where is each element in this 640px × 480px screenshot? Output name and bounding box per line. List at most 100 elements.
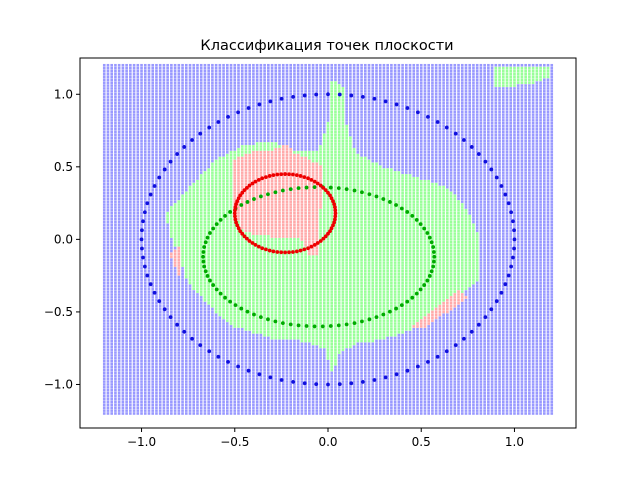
grid-point-middle bbox=[248, 290, 251, 293]
grid-point-outer bbox=[211, 127, 214, 131]
grid-point-outer bbox=[125, 330, 128, 334]
grid-point-outer bbox=[143, 307, 147, 311]
grid-point-outer bbox=[248, 397, 251, 401]
grid-point-outer bbox=[192, 151, 196, 154]
grid-point-outer bbox=[233, 362, 237, 366]
grid-point-outer bbox=[252, 345, 255, 349]
grid-point-outer bbox=[203, 371, 207, 375]
grid-point-outer bbox=[125, 136, 128, 140]
grid-point-outer bbox=[155, 330, 158, 334]
grid-point-outer bbox=[166, 235, 169, 238]
grid-point-middle bbox=[199, 174, 203, 177]
grid-point-outer bbox=[233, 394, 237, 398]
grid-point-outer bbox=[255, 333, 259, 337]
grid-point-outer bbox=[252, 142, 255, 145]
grid-point-middle bbox=[222, 284, 225, 288]
grid-point-outer bbox=[196, 365, 199, 369]
grid-point-outer bbox=[170, 284, 173, 288]
grid-point-middle bbox=[196, 290, 199, 293]
grid-point-outer bbox=[211, 316, 214, 320]
grid-point-middle bbox=[207, 194, 210, 198]
grid-point-outer bbox=[140, 267, 143, 270]
grid-point-outer bbox=[203, 400, 207, 404]
grid-point-outer bbox=[226, 101, 229, 105]
grid-point-middle bbox=[196, 238, 199, 241]
grid-point-outer bbox=[199, 87, 203, 90]
grid-point-outer bbox=[155, 174, 158, 177]
grid-point-middle bbox=[226, 252, 229, 256]
grid-point-outer bbox=[240, 380, 244, 383]
grid-point-middle bbox=[222, 220, 225, 224]
grid-point-outer bbox=[240, 371, 244, 375]
grid-point-middle bbox=[203, 206, 207, 209]
grid-point-middle bbox=[252, 304, 255, 308]
grid-point-outer bbox=[162, 348, 166, 351]
grid-point-inner bbox=[233, 159, 237, 163]
grid-point-outer bbox=[147, 232, 151, 235]
grid-point-outer bbox=[114, 409, 117, 412]
grid-point-outer bbox=[222, 409, 225, 412]
grid-point-outer bbox=[151, 281, 155, 285]
grid-point-outer bbox=[143, 177, 147, 180]
grid-point-outer bbox=[125, 197, 128, 201]
grid-point-outer bbox=[252, 101, 255, 105]
grid-point-outer bbox=[170, 182, 173, 186]
grid-point-middle bbox=[222, 269, 225, 273]
grid-point-outer bbox=[136, 124, 140, 128]
grid-point-middle bbox=[237, 267, 240, 270]
grid-point-outer bbox=[117, 182, 121, 186]
grid-point-outer bbox=[106, 377, 110, 380]
grid-point-outer bbox=[121, 267, 125, 270]
grid-point-inner bbox=[233, 168, 237, 172]
grid-point-outer bbox=[199, 403, 203, 407]
grid-point-outer bbox=[125, 113, 128, 116]
grid-point-middle bbox=[252, 148, 255, 151]
grid-point-outer bbox=[248, 69, 251, 73]
grid-point-outer bbox=[106, 397, 110, 401]
grid-point-outer bbox=[106, 95, 110, 99]
grid-point-outer bbox=[218, 386, 222, 389]
grid-point-outer bbox=[177, 136, 181, 140]
grid-point-outer bbox=[132, 345, 136, 349]
grid-point-middle bbox=[188, 211, 192, 215]
grid-point-outer bbox=[173, 119, 177, 122]
grid-point-outer bbox=[240, 336, 244, 340]
grid-point-outer bbox=[143, 139, 147, 143]
grid-point-outer bbox=[125, 328, 128, 331]
grid-point-outer bbox=[136, 249, 140, 253]
grid-point-outer bbox=[166, 333, 169, 337]
grid-point-outer bbox=[106, 72, 110, 76]
grid-point-outer bbox=[140, 197, 143, 201]
grid-point-outer bbox=[117, 296, 121, 299]
grid-point-outer bbox=[207, 391, 210, 395]
grid-point-outer bbox=[199, 359, 203, 363]
grid-point-outer bbox=[240, 87, 244, 90]
grid-point-outer bbox=[188, 84, 192, 87]
grid-point-outer bbox=[140, 287, 143, 291]
grid-point-middle bbox=[218, 249, 222, 253]
grid-point-outer bbox=[233, 72, 237, 76]
grid-point-outer bbox=[114, 142, 117, 145]
grid-point-outer bbox=[166, 124, 169, 128]
grid-point-outer bbox=[106, 357, 110, 360]
grid-point-outer bbox=[248, 81, 251, 84]
grid-point-outer bbox=[211, 72, 214, 76]
grid-point-outer bbox=[132, 342, 136, 346]
grid-point-outer bbox=[173, 104, 177, 108]
grid-point-outer bbox=[136, 383, 140, 386]
grid-point-outer bbox=[102, 162, 106, 166]
grid-point-outer bbox=[226, 90, 229, 93]
grid-point-middle bbox=[226, 171, 229, 174]
grid-point-outer bbox=[132, 206, 136, 209]
grid-point-middle bbox=[248, 272, 251, 276]
grid-point-outer bbox=[207, 325, 210, 328]
grid-point-outer bbox=[162, 200, 166, 203]
grid-point-inner bbox=[177, 267, 181, 270]
grid-point-outer bbox=[132, 75, 136, 79]
grid-point-outer bbox=[140, 299, 143, 302]
grid-point-outer bbox=[162, 124, 166, 128]
grid-point-outer bbox=[114, 354, 117, 357]
grid-point-outer bbox=[255, 388, 259, 392]
grid-point-outer bbox=[106, 145, 110, 148]
grid-point-outer bbox=[151, 374, 155, 378]
